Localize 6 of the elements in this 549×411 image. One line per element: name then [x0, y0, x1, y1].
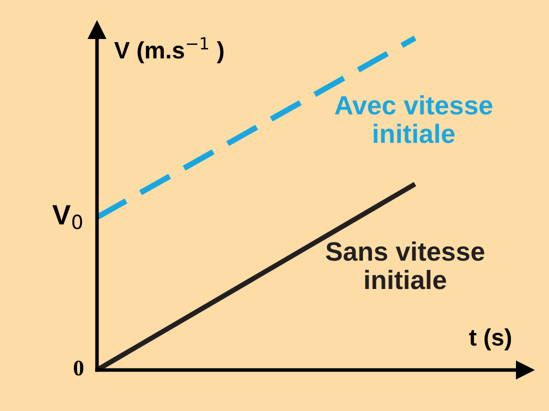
series-label: Sans vitesse initiale — [326, 241, 484, 290]
text: V$_{0}$ — [52, 205, 82, 230]
x-axis-title: t (s) — [469, 328, 511, 350]
text: 0 — [74, 360, 84, 376]
y-axis-title: V (m.s$^{−1}$ ) — [114, 37, 224, 64]
series-label: Avec vitesse initiale — [334, 95, 492, 144]
